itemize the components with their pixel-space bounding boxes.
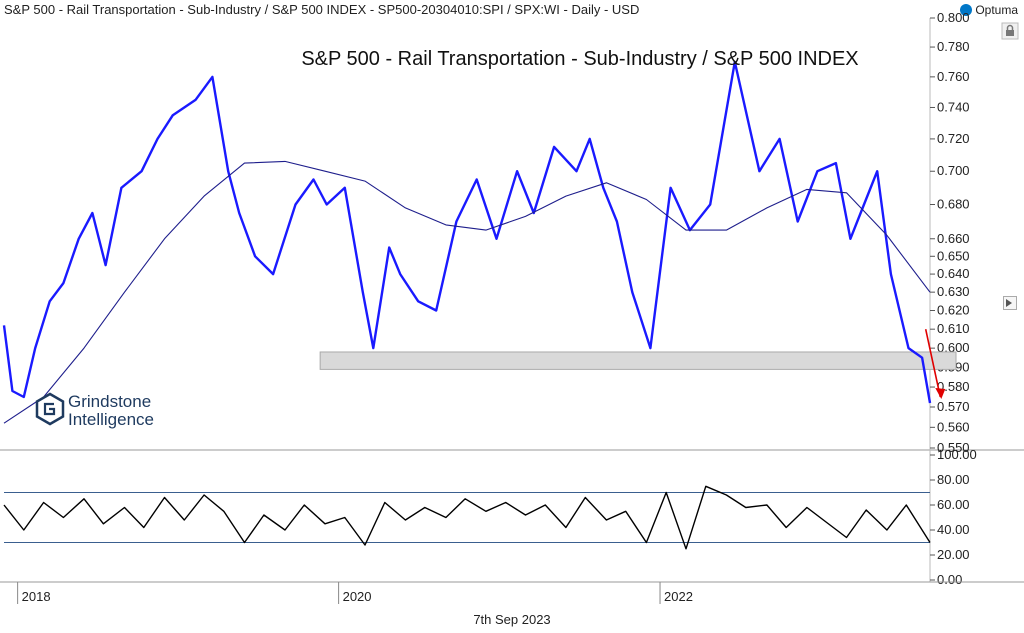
- osc-tick-label: 0.00: [937, 572, 962, 587]
- osc-tick-label: 80.00: [937, 472, 970, 487]
- optuma-logo-icon: [960, 4, 973, 16]
- osc-tick-label: 60.00: [937, 497, 970, 512]
- y-tick-label: 0.800: [937, 10, 970, 25]
- osc-tick-label: 100.00: [937, 447, 977, 462]
- y-tick-label: 0.680: [937, 197, 970, 212]
- y-tick-label: 0.580: [937, 379, 970, 394]
- support-band: [319, 351, 957, 370]
- x-tick-label: 2020: [343, 589, 372, 604]
- annotation-arrow-shaft: [924, 329, 942, 398]
- annotation-arrow-head: [935, 387, 946, 399]
- x-tick-label: 2018: [22, 589, 51, 604]
- moving-average-line: [3, 160, 931, 424]
- chart-header-title: S&P 500 - Rail Transportation - Sub-Indu…: [4, 2, 640, 17]
- y-tick-label: 0.570: [937, 399, 970, 414]
- y-tick-label: 0.610: [937, 321, 970, 336]
- y-tick-label: 0.760: [937, 69, 970, 84]
- y-tick-label: 0.560: [937, 419, 970, 434]
- pan-marker-icon[interactable]: [1003, 296, 1017, 310]
- y-tick-label: 0.700: [937, 163, 970, 178]
- y-tick-label: 0.620: [937, 303, 970, 318]
- y-tick-label: 0.630: [937, 284, 970, 299]
- y-tick-label: 0.640: [937, 266, 970, 281]
- y-tick-label: 0.600: [937, 340, 970, 355]
- footer-date: 7th Sep 2023: [473, 612, 551, 627]
- header-bar: S&P 500 - Rail Transportation - Sub-Indu…: [0, 0, 1024, 20]
- grindstone-logo-icon: [35, 392, 65, 426]
- y-tick-label: 0.720: [937, 131, 970, 146]
- y-tick-label: 0.550: [937, 440, 970, 455]
- osc-tick-label: 40.00: [937, 522, 970, 537]
- brand-name: Optuma: [975, 3, 1018, 17]
- brand: Optuma: [960, 0, 1018, 20]
- lock-icon[interactable]: [1001, 22, 1019, 40]
- watermark-line-2: Intelligence: [68, 410, 155, 429]
- watermark-line-1: Grindstone: [68, 392, 152, 411]
- osc-tick-label: 20.00: [937, 547, 970, 562]
- y-tick-label: 0.780: [937, 39, 970, 54]
- y-tick-label: 0.740: [937, 99, 970, 114]
- y-tick-label: 0.650: [937, 248, 970, 263]
- oscillator-line: [3, 485, 931, 550]
- y-tick-label: 0.660: [937, 231, 970, 246]
- chart-title: S&P 500 - Rail Transportation - Sub-Indu…: [301, 48, 858, 70]
- price-ratio-line: [2, 60, 932, 404]
- x-tick-label: 2022: [664, 589, 693, 604]
